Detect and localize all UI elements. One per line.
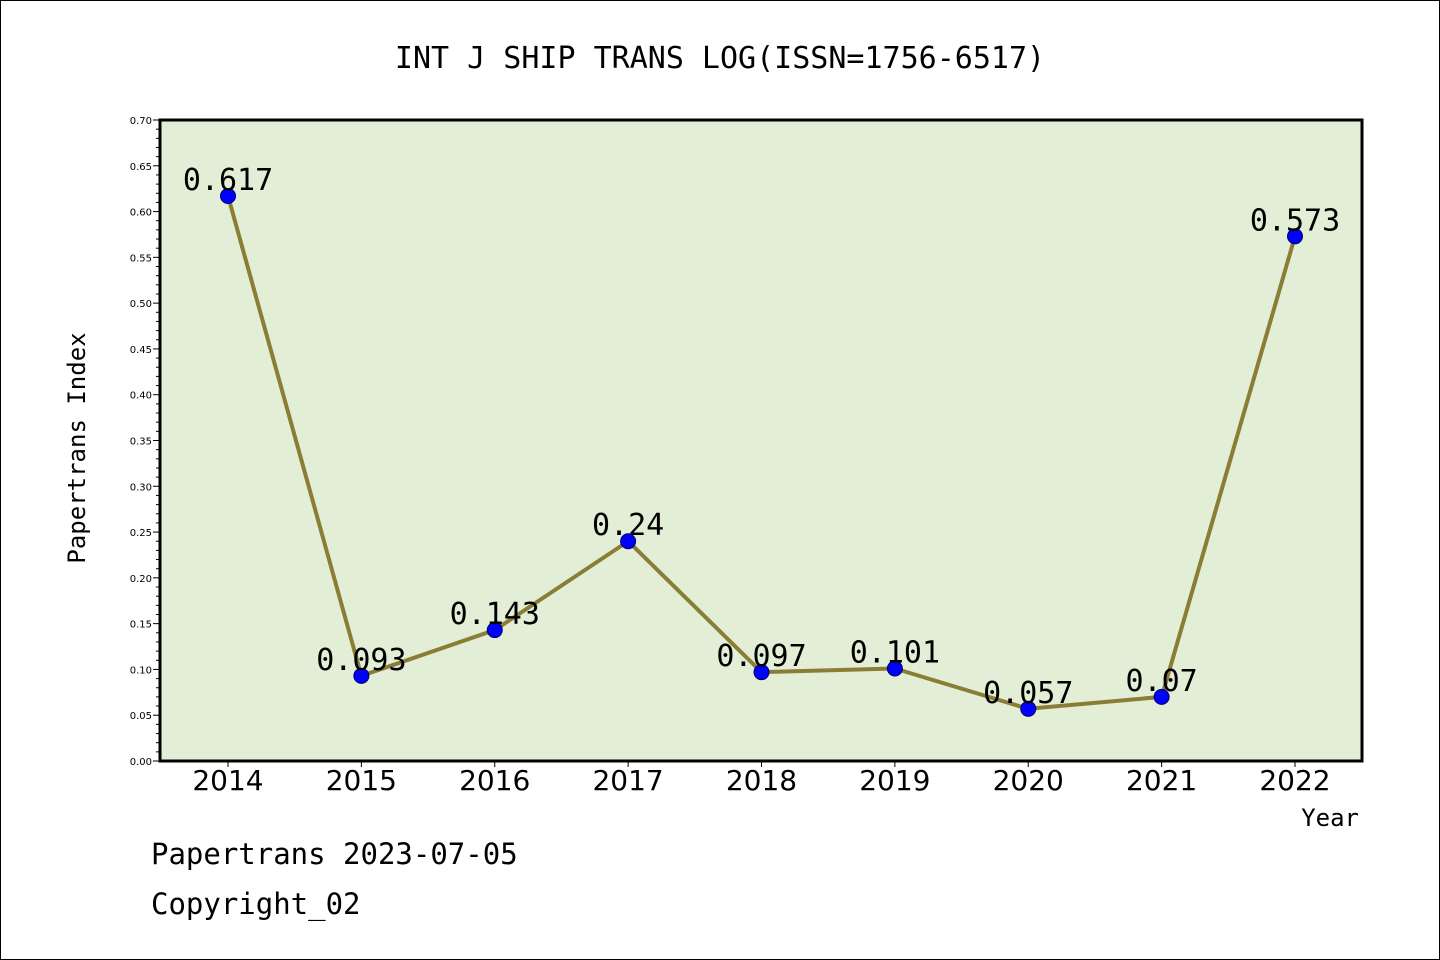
data-point	[1153, 688, 1170, 705]
x-axis-label: Year	[1301, 804, 1359, 832]
footer-copyright: Copyright_02	[151, 887, 361, 921]
y-tick-label: 0.00	[130, 757, 152, 768]
plot-area	[158, 118, 1364, 763]
chart-title: INT J SHIP TRANS LOG(ISSN=1756-6517)	[395, 41, 1045, 76]
x-tick-label: 2022	[1259, 764, 1330, 797]
x-tick-label: 2018	[726, 764, 797, 797]
data-label: 0.057	[983, 676, 1073, 711]
footer-date: Papertrans 2023-07-05	[151, 837, 518, 871]
data-point	[753, 664, 770, 681]
x-tick-label: 2016	[459, 764, 530, 797]
y-tick-label: 0.10	[130, 665, 152, 676]
data-label: 0.24	[592, 508, 664, 543]
data-point	[353, 667, 370, 684]
data-label: 0.07	[1126, 664, 1198, 699]
y-tick-label: 0.40	[130, 391, 152, 402]
x-axis: 2014 2015 2016 2017 2018 2019 2020 2021 2022	[192, 761, 1331, 797]
y-axis-label: Papertrans Index	[63, 332, 91, 563]
data-label: 0.573	[1250, 203, 1340, 238]
series-line-group: 0.617 0.093 0.143 0.24 0.097 0.101 0.057 0.07 0.…	[183, 163, 1340, 717]
y-tick-label: 0.15	[130, 620, 152, 631]
y-tick-label: 0.05	[130, 711, 152, 722]
data-point	[1020, 700, 1037, 717]
data-label: 0.097	[716, 639, 806, 674]
y-tick-label: 0.50	[130, 299, 152, 310]
x-tick-label: 2019	[859, 764, 930, 797]
y-tick-label: 0.25	[130, 528, 152, 539]
y-tick-label: 0.60	[130, 208, 152, 219]
x-tick-label: 2015	[326, 764, 397, 797]
data-label: 0.143	[450, 597, 540, 632]
data-label: 0.093	[316, 643, 406, 678]
x-tick-label: 2020	[993, 764, 1064, 797]
data-point	[486, 622, 503, 639]
data-point	[620, 533, 637, 550]
y-tick-label: 0.20	[130, 574, 152, 585]
x-tick-label: 2014	[192, 764, 263, 797]
y-tick-label: 0.45	[130, 345, 152, 356]
y-tick-label: 0.30	[130, 482, 152, 493]
data-label: 0.617	[183, 163, 273, 198]
data-label: 0.101	[850, 636, 940, 671]
y-tick-label: 0.55	[130, 253, 152, 264]
data-point	[1287, 228, 1303, 245]
y-tick-label: 0.70	[130, 116, 152, 127]
data-point	[886, 660, 903, 677]
x-tick-label: 2021	[1126, 764, 1197, 797]
x-tick-label: 2017	[592, 764, 663, 797]
y-axis: 0.00 0.05 0.10 0.15 0.20 0.25 0.30 0.35 0.40 0.45…	[130, 116, 160, 768]
y-tick-label: 0.65	[130, 162, 152, 173]
y-tick-label: 0.35	[130, 437, 152, 448]
data-point	[220, 188, 236, 205]
